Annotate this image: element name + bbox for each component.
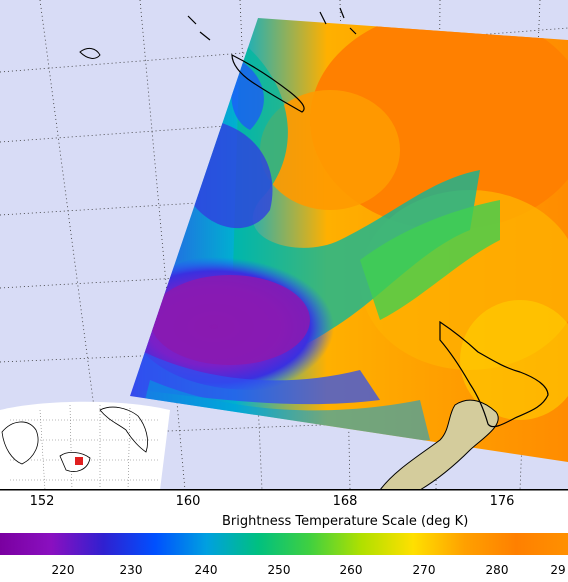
longitude-label-160: 160: [175, 494, 201, 509]
vanuatu-islands: [187, 7, 357, 41]
scale-tick-240: 240: [194, 563, 218, 577]
scale-tick-290: 29: [550, 563, 566, 577]
inset-locator-map: [0, 401, 170, 491]
longitude-label-176: 176: [489, 494, 515, 509]
longitude-label-168: 168: [332, 494, 358, 509]
map-bottom-border: [0, 489, 568, 491]
inset-region-marker: [75, 457, 83, 465]
color-bar-fill: [0, 533, 568, 555]
coastline-fragment-west: [79, 47, 101, 59]
scale-tick-250: 250: [267, 563, 291, 577]
new-zealand-north-island: [439, 320, 549, 428]
color-scale-title: Brightness Temperature Scale (deg K): [222, 514, 469, 529]
scale-tick-280: 280: [485, 563, 509, 577]
scale-tick-230: 230: [119, 563, 143, 577]
new-caledonia-coast: [231, 54, 305, 113]
temperature-color-bar: [0, 533, 568, 555]
scale-tick-260: 260: [339, 563, 363, 577]
longitude-label-152: 152: [29, 494, 55, 509]
new-zealand-south-island: [378, 399, 499, 491]
scale-tick-270: 270: [412, 563, 436, 577]
scale-tick-220: 220: [51, 563, 75, 577]
